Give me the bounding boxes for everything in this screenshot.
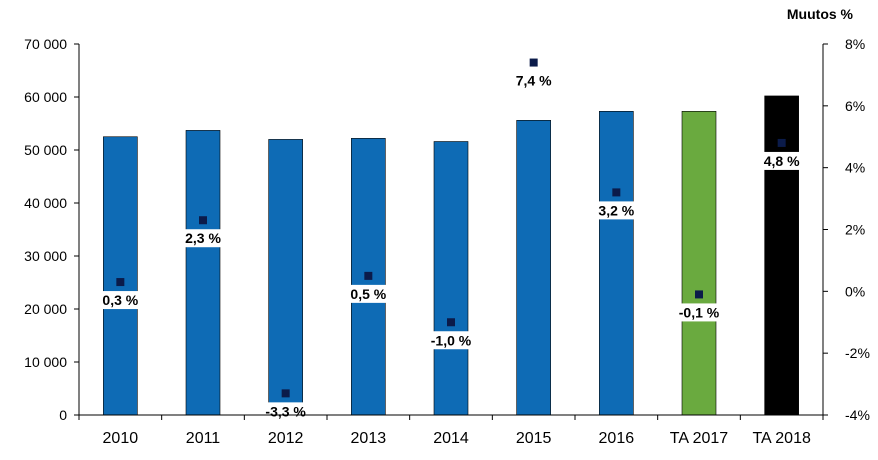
y2-tick-label: 6% (845, 98, 865, 114)
x-tick-label: 2010 (103, 430, 139, 447)
bar-2011 (185, 130, 221, 416)
bar-2016 (599, 111, 634, 416)
change-label-bg (757, 151, 807, 170)
right-axis-title: Muutos % (787, 6, 854, 22)
change-label: 4,8 % (764, 153, 800, 169)
change-label-bg (670, 303, 728, 322)
bars-layer (103, 95, 799, 416)
change-label-bg (422, 331, 480, 350)
change-label: -1,0 % (431, 332, 472, 348)
y-tick-label: 70 000 (24, 36, 67, 52)
y2-tick-label: -2% (845, 345, 870, 361)
x-tick-label: TA 2017 (670, 430, 729, 447)
y2-tick-label: 0% (845, 283, 865, 299)
change-marker (116, 278, 125, 287)
change-label-bg (257, 402, 315, 421)
bar-ta-2017 (681, 111, 717, 416)
y2-tick-label: 8% (845, 36, 865, 52)
change-label-bg (509, 71, 559, 90)
y-tick-label: 60 000 (24, 89, 67, 105)
change-label: -0,1 % (679, 304, 720, 320)
bar-2010 (103, 136, 138, 416)
bar-2015 (516, 120, 551, 416)
y-tick-label: 0 (59, 407, 67, 423)
change-label: 2,3 % (185, 230, 221, 246)
change-label-bg (343, 284, 393, 303)
x-tick-label: 2013 (351, 430, 387, 447)
x-tick-label: 2014 (433, 430, 469, 447)
x-tick-label: TA 2018 (752, 430, 811, 447)
change-label: 7,4 % (516, 73, 552, 89)
y-tick-label: 30 000 (24, 248, 67, 264)
change-marker (447, 318, 455, 327)
change-marker (199, 216, 207, 225)
change-marker (612, 188, 621, 197)
bar-2014 (433, 141, 469, 416)
y-tick-label: 10 000 (24, 354, 67, 370)
change-marker (529, 58, 538, 67)
change-label-bg (591, 201, 641, 220)
change-label-bg (178, 229, 228, 248)
change-label-bg (95, 291, 145, 310)
y2-tick-label: 2% (845, 222, 865, 238)
change-marker (695, 290, 703, 299)
axes-layer: 0 10 000 20 000 30 000 40 000 50 000 60 000 70 … (24, 36, 870, 447)
change-label: 0,3 % (102, 292, 138, 308)
x-tick-label: 2011 (186, 430, 221, 447)
change-label: 0,5 % (350, 286, 386, 302)
x-tick-label: 2016 (599, 430, 635, 447)
change-marker (364, 271, 373, 280)
y-tick-label: 50 000 (24, 142, 67, 158)
change-markers-layer (116, 58, 786, 398)
y2-tick-label: -4% (845, 407, 870, 423)
bar-ta-2018 (764, 95, 799, 416)
change-marker (281, 389, 290, 398)
change-label: -3,3 % (265, 403, 306, 419)
change-label: 3,2 % (598, 202, 634, 218)
x-tick-label: 2015 (516, 430, 552, 447)
change-marker (777, 138, 786, 147)
y-tick-label: 20 000 (24, 301, 67, 317)
x-tick-label: 2012 (268, 430, 304, 447)
change-labels-layer: 0,3 % 2,3 % -3,3 % 0,5 % -1,0 % 7,4 % 3,2 % -0,… (95, 71, 807, 421)
y2-tick-label: 4% (845, 160, 865, 176)
y-tick-label: 40 000 (24, 195, 67, 211)
bar-2012 (268, 139, 303, 416)
